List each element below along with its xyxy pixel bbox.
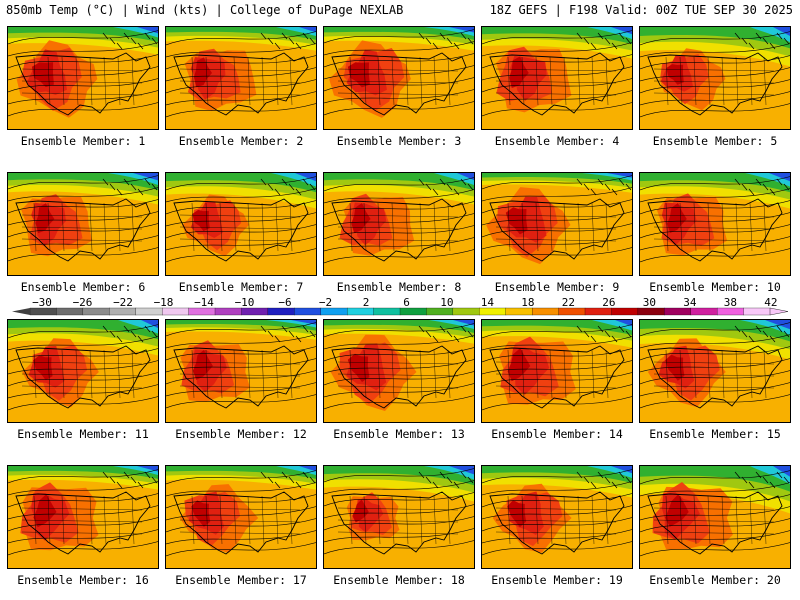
- colorbar-tick-label: −30: [32, 296, 52, 309]
- colorbar-segment: [611, 307, 639, 316]
- ensemble-member-label: Ensemble Member: 10: [649, 280, 781, 294]
- colorbar-segment: [56, 307, 84, 316]
- colorbar-tick-label: 22: [562, 296, 575, 309]
- colorbar-low-arrow: [12, 308, 30, 315]
- ensemble-member-map: [639, 319, 791, 423]
- ensemble-member-map: [7, 465, 159, 569]
- temperature-colorbar: −30 −26 −22 −18 −14 −10 −6 −2 2 6 10 14 18 22 26 30 34 38…: [12, 296, 789, 316]
- colorbar-segment: [109, 307, 137, 316]
- ensemble-member-label: Ensemble Member: 11: [17, 427, 149, 441]
- ensemble-member-label: Ensemble Member: 20: [649, 573, 781, 587]
- colorbar-high-arrow: [769, 307, 789, 316]
- ensemble-member-map: [639, 26, 791, 130]
- ensemble-member-label: Ensemble Member: 2: [178, 134, 304, 148]
- colorbar-segment: [505, 307, 533, 316]
- colorbar-tick-label: 42: [764, 296, 777, 309]
- ensemble-member-label: Ensemble Member: 6: [20, 280, 146, 294]
- colorbar-tick-label: 6: [403, 296, 410, 309]
- colorbar-segment: [320, 307, 348, 316]
- colorbar-segment: [664, 307, 692, 316]
- ensemble-member-map: [165, 465, 317, 569]
- colorbar-tick-label: 38: [724, 296, 737, 309]
- ensemble-member-map: [639, 172, 791, 276]
- colorbar-tick-label: 10: [440, 296, 453, 309]
- colorbar-segment: [267, 307, 295, 316]
- colorbar-tick-label: 34: [683, 296, 697, 309]
- colorbar-segment: [743, 307, 771, 316]
- colorbar-segment: [346, 307, 375, 316]
- ensemble-member-map: [481, 26, 633, 130]
- ensemble-member-label: Ensemble Member: 12: [175, 427, 307, 441]
- colorbar-tick-label: 18: [521, 296, 534, 309]
- ensemble-member-label: Ensemble Member: 1: [20, 134, 146, 148]
- ensemble-member-label: Ensemble Member: 15: [649, 427, 781, 441]
- ensemble-member-label: Ensemble Member: 16: [17, 573, 149, 587]
- colorbar-tick-label: −6: [278, 296, 291, 309]
- ensemble-member-map: [165, 172, 317, 276]
- ensemble-member-map: [481, 172, 633, 276]
- ensemble-member-label: Ensemble Member: 14: [491, 427, 623, 441]
- colorbar-segment: [161, 307, 190, 316]
- colorbar-segment: [82, 307, 110, 316]
- colorbar-segment: [558, 307, 586, 316]
- ensemble-member-map: [323, 172, 475, 276]
- colorbar-segment: [294, 307, 322, 316]
- ensemble-member-label: Ensemble Member: 19: [491, 573, 623, 587]
- chart-title-left: 850mb Temp (°C) | Wind (kts) | College o…: [6, 3, 404, 17]
- colorbar-tick-label: −10: [235, 296, 255, 309]
- ensemble-member-map: [7, 319, 159, 423]
- ensemble-member-label: Ensemble Member: 18: [333, 573, 465, 587]
- ensemble-member-label: Ensemble Member: 4: [494, 134, 620, 148]
- colorbar-segment: [214, 307, 242, 316]
- chart-title-right: 18Z GEFS | F198 Valid: 00Z TUE SEP 30 20…: [489, 3, 793, 17]
- colorbar-tick-label: 30: [643, 296, 656, 309]
- colorbar-segment: [716, 307, 745, 316]
- ensemble-member-label: Ensemble Member: 13: [333, 427, 465, 441]
- colorbar-segment: [452, 307, 480, 316]
- colorbar-tick-label: 14: [481, 296, 495, 309]
- ensemble-member-map: [639, 465, 791, 569]
- colorbar-segment: [135, 307, 163, 316]
- ensemble-member-label: Ensemble Member: 3: [336, 134, 462, 148]
- colorbar-tick-label: −22: [113, 296, 133, 309]
- ensemble-member-map: [7, 172, 159, 276]
- colorbar-segment: [690, 307, 718, 316]
- colorbar-segment: [399, 307, 427, 316]
- colorbar-segment: [637, 307, 665, 316]
- ensemble-member-label: Ensemble Member: 17: [175, 573, 307, 587]
- ensemble-member-map: [323, 319, 475, 423]
- ensemble-member-map: [323, 465, 475, 569]
- colorbar-segment: [426, 307, 454, 316]
- colorbar-tick-label: −14: [194, 296, 214, 309]
- ensemble-member-label: Ensemble Member: 8: [336, 280, 462, 294]
- colorbar-segment: [479, 307, 507, 316]
- ensemble-member-map: [165, 319, 317, 423]
- colorbar-tick-label: 26: [602, 296, 615, 309]
- colorbar-segment: [584, 307, 612, 316]
- colorbar-tick-label: −2: [319, 296, 332, 309]
- colorbar-segment: [241, 307, 269, 316]
- ensemble-member-map: [323, 26, 475, 130]
- ensemble-member-label: Ensemble Member: 5: [652, 134, 778, 148]
- ensemble-member-label: Ensemble Member: 7: [178, 280, 304, 294]
- colorbar-segment: [373, 307, 401, 316]
- colorbar-tick-label: −26: [73, 296, 93, 309]
- colorbar-segment: [188, 307, 216, 316]
- ensemble-member-map: [165, 26, 317, 130]
- colorbar-tick-label: −18: [154, 296, 174, 309]
- colorbar-segment: [29, 307, 57, 316]
- ensemble-member-map: [7, 26, 159, 130]
- colorbar-segment: [531, 307, 560, 316]
- colorbar-tick-label: 2: [363, 296, 370, 309]
- ensemble-member-label: Ensemble Member: 9: [494, 280, 620, 294]
- ensemble-member-map: [481, 465, 633, 569]
- ensemble-member-map: [481, 319, 633, 423]
